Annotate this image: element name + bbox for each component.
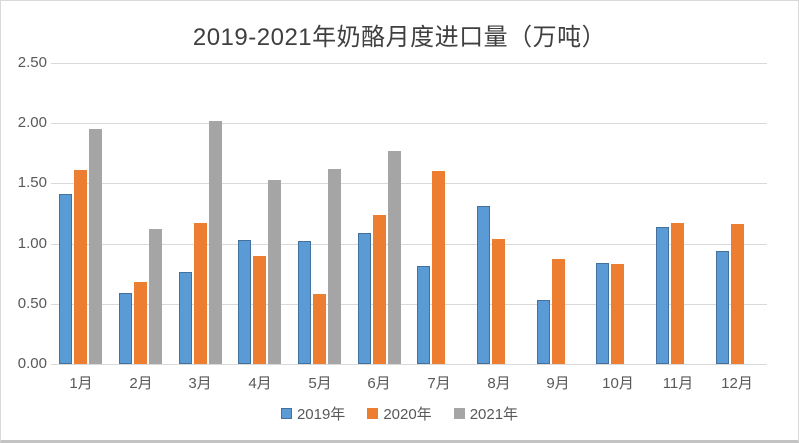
gridline (51, 123, 767, 124)
bar-2020-m9 (552, 259, 565, 364)
bar-2019-m7 (417, 266, 430, 364)
chart-title: 2019-2021年奶酪月度进口量（万吨） (192, 24, 607, 51)
x-tick-label-m10: 10月 (602, 375, 634, 392)
x-tick-label-m8: 8月 (487, 375, 511, 392)
y-tick-label: 1.50 (17, 174, 47, 191)
x-tick-label-m3: 3月 (188, 375, 212, 392)
legend-label: 2021年 (469, 406, 519, 423)
x-tick-label-m5: 5月 (308, 375, 332, 392)
legend-swatch-icon (280, 408, 292, 419)
bar-2020-m10 (611, 264, 624, 364)
bar-2021-m1 (89, 129, 102, 364)
legend-swatch-icon (453, 408, 465, 419)
bar-2020-m1 (74, 170, 87, 364)
plot-area (51, 63, 767, 365)
x-tick-label-m4: 4月 (248, 375, 272, 392)
bar-2019-m10 (596, 263, 609, 364)
bar-2019-m5 (298, 241, 311, 364)
bar-2020-m4 (253, 256, 266, 364)
legend-item-2021: 2021年 (453, 403, 519, 424)
legend-item-2020: 2020年 (367, 403, 432, 424)
bar-2021-m6 (388, 151, 401, 364)
bar-2020-m11 (671, 223, 684, 364)
bar-2019-m9 (537, 300, 550, 364)
y-tick-label: 0.00 (17, 355, 47, 372)
bar-2019-m1 (59, 194, 72, 364)
bar-2020-m5 (313, 294, 326, 364)
x-tick-label-m11: 11月 (662, 375, 694, 392)
bar-2020-m7 (432, 171, 445, 364)
bar-2019-m11 (656, 227, 669, 364)
y-tick-label: 1.00 (17, 235, 47, 252)
bar-2020-m12 (731, 224, 744, 364)
y-tick-label: 2.00 (17, 114, 47, 131)
legend-label: 2020年 (383, 406, 432, 423)
bar-2019-m2 (119, 293, 132, 364)
bar-2021-m3 (209, 121, 222, 364)
x-tick-label-m9: 9月 (546, 375, 570, 392)
bar-2019-m12 (716, 251, 729, 364)
gridline (51, 183, 767, 184)
legend: 2019年 2020年 2021年 (1, 403, 798, 424)
gridline (51, 63, 767, 64)
bar-2019-m6 (358, 233, 371, 364)
bar-2020-m3 (194, 223, 207, 364)
legend-swatch-icon (367, 408, 379, 419)
bar-2020-m6 (373, 215, 386, 364)
y-tick-label: 0.50 (17, 295, 47, 312)
x-tick-label-m1: 1月 (69, 375, 93, 392)
y-tick-label: 2.50 (17, 54, 47, 71)
x-tick-label-m7: 7月 (427, 375, 451, 392)
bar-2021-m4 (268, 180, 281, 364)
bar-2020-m2 (134, 282, 147, 364)
x-tick-label-m6: 6月 (367, 375, 391, 392)
gridline (51, 244, 767, 245)
x-tick-label-m2: 2月 (129, 375, 153, 392)
bar-2020-m8 (492, 239, 505, 364)
bar-2019-m3 (179, 272, 192, 364)
legend-label: 2019年 (296, 406, 346, 423)
x-axis-line (51, 364, 767, 365)
bar-2021-m2 (149, 229, 162, 364)
bar-2019-m4 (238, 240, 251, 364)
bar-2019-m8 (477, 206, 490, 364)
gridline (51, 304, 767, 305)
x-tick-label-m12: 12月 (721, 375, 753, 392)
bar-2021-m5 (328, 169, 341, 364)
legend-item-2019: 2019年 (280, 403, 346, 424)
